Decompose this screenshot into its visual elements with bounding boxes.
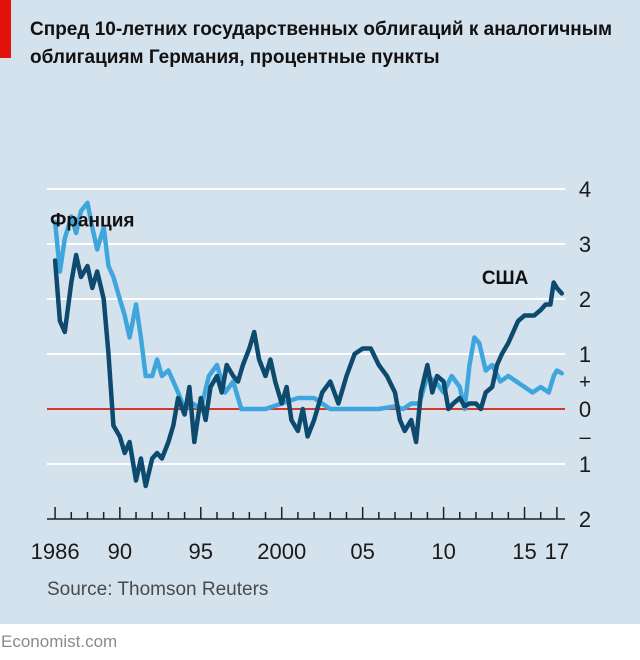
- economist-red-tag: [0, 0, 11, 58]
- usa-series-label: США: [482, 268, 529, 289]
- y-tick-label: 3: [579, 232, 591, 257]
- france-line: [52, 200, 565, 412]
- x-tick-label: 17: [545, 539, 569, 564]
- chart-title: Спред 10-летних государственных облигаци…: [30, 19, 613, 68]
- grid-lines: [47, 188, 565, 520]
- economist-credit: Economist.com: [1, 632, 118, 651]
- sign-label: +: [579, 372, 591, 394]
- x-tick-label: 90: [108, 539, 132, 564]
- y-tick-label: 0: [579, 397, 591, 422]
- series-lines: [52, 200, 565, 489]
- x-tick-label: 1986: [31, 539, 80, 564]
- france-series-label: Франция: [50, 210, 134, 231]
- y-tick-label: 1: [579, 342, 591, 367]
- x-axis: [54, 507, 558, 519]
- usa-line: [52, 252, 565, 489]
- x-tick-label: 10: [431, 539, 455, 564]
- y-tick-label: 4: [579, 177, 591, 202]
- y-tick-label: 2: [579, 507, 591, 532]
- source-note: Source: Thomson Reuters: [47, 579, 269, 600]
- sign-label: –: [579, 427, 591, 449]
- x-tick-label: 05: [350, 539, 374, 564]
- x-tick-label: 95: [189, 539, 213, 564]
- x-tick-label: 2000: [257, 539, 306, 564]
- y-tick-label: 2: [579, 287, 591, 312]
- x-tick-label: 15: [512, 539, 536, 564]
- y-tick-label: 1: [579, 452, 591, 477]
